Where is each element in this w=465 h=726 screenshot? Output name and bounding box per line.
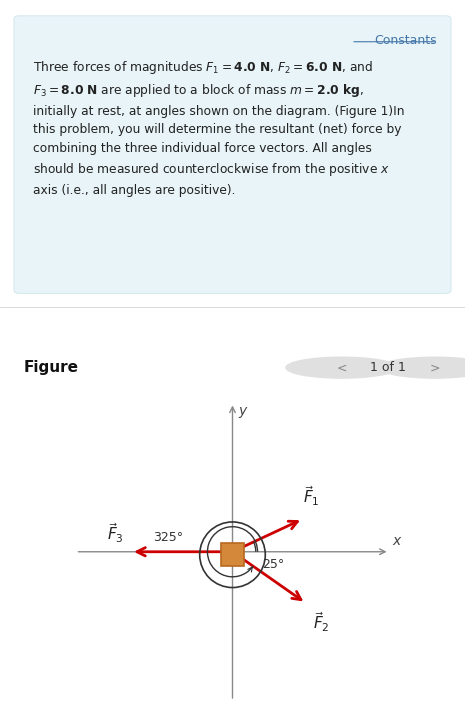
Text: Figure: Figure: [23, 360, 78, 375]
Text: $\vec{F}_3$: $\vec{F}_3$: [107, 521, 124, 544]
Text: 25°: 25°: [262, 558, 285, 571]
Text: x: x: [392, 534, 401, 547]
Text: Constants: Constants: [374, 34, 437, 47]
Bar: [221, 543, 244, 566]
Text: $\vec{F}_1$: $\vec{F}_1$: [303, 484, 319, 508]
Text: <: <: [337, 361, 347, 374]
Circle shape: [286, 357, 398, 378]
FancyBboxPatch shape: [14, 16, 451, 293]
Text: $\vec{F}_2$: $\vec{F}_2$: [313, 611, 330, 634]
Text: y: y: [238, 404, 246, 418]
Text: 325°: 325°: [153, 531, 184, 544]
Text: Three forces of magnitudes $F_1 = \mathbf{4.0}\ \mathbf{N}$, $F_2 = \mathbf{6.0}: Three forces of magnitudes $F_1 = \mathb…: [33, 59, 404, 197]
Text: 1 of 1: 1 of 1: [370, 361, 406, 374]
Circle shape: [379, 357, 465, 378]
Text: >: >: [430, 361, 440, 374]
